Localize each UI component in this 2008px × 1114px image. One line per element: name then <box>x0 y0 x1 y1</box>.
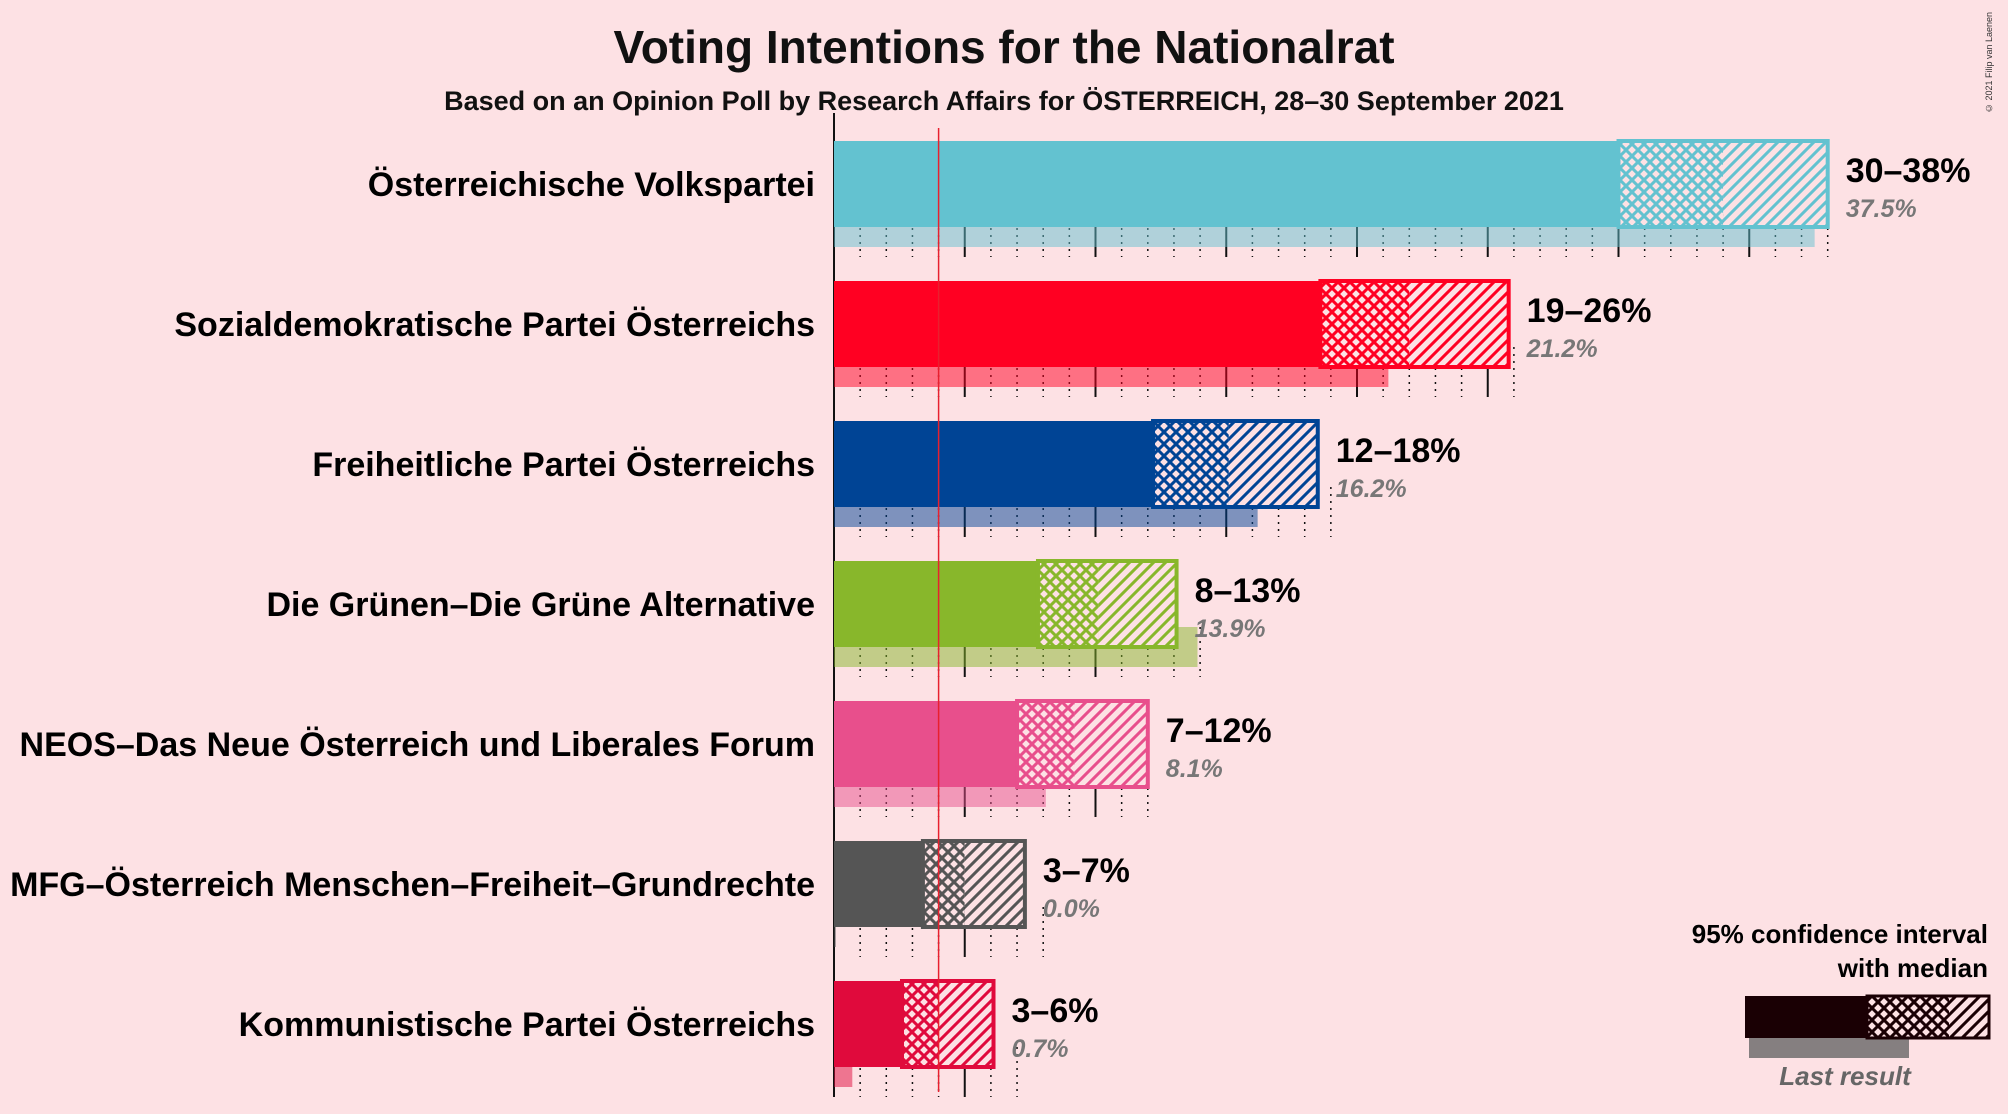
party-row: Sozialdemokratische Partei Österreichs 19… <box>174 253 1651 397</box>
range-label: 19–26% <box>1527 292 1652 330</box>
last-result-label: 16.2% <box>1336 475 1407 503</box>
ci-outline <box>899 979 996 1069</box>
party-label: Österreichische Volkspartei <box>368 166 815 204</box>
party-row: Kommunistische Partei Österreichs 3–6% 0.7… <box>239 953 1099 1097</box>
ci-low-bar <box>834 281 1321 367</box>
last-result-label: 21.2% <box>1526 335 1598 363</box>
ci-outline <box>1015 699 1150 789</box>
range-label: 3–6% <box>1012 992 1099 1030</box>
ci-outline <box>1035 559 1179 649</box>
party-label: MFG–Österreich Menschen–Freiheit–Grundre… <box>10 866 815 904</box>
legend-line-2: with median <box>1837 953 1988 983</box>
ci-outline <box>920 839 1027 929</box>
party-row: Österreichische Volkspartei 30–38% 37.5% <box>368 113 1971 257</box>
ci-outer-bar <box>1723 141 1828 227</box>
ci-outer-bar <box>1098 561 1177 647</box>
ci-outer-bar <box>1074 701 1148 787</box>
party-label: Kommunistische Partei Österreichs <box>239 1006 815 1044</box>
ci-outer-bar <box>964 841 1025 927</box>
last-result-label: 0.0% <box>1043 895 1100 923</box>
chart-subtitle: Based on an Opinion Poll by Research Aff… <box>444 86 1564 116</box>
ci-inner-bar <box>922 841 965 927</box>
last-result-label: 13.9% <box>1195 615 1266 643</box>
legend-solid <box>1745 996 1867 1038</box>
legend-outer <box>1949 996 1989 1038</box>
ci-outer-bar <box>1228 421 1318 507</box>
last-result-label: 8.1% <box>1166 755 1223 783</box>
legend-inner <box>1867 996 1949 1038</box>
legend-line-1: 95% confidence interval <box>1692 919 1988 949</box>
party-row: Die Grünen–Die Grüne Alternative 8–13% 13.… <box>266 533 1300 677</box>
ci-low-bar <box>834 981 902 1067</box>
bars-layer: Österreichische Volkspartei 30–38% 37.5% So… <box>10 113 1970 1097</box>
party-row: Freiheitliche Partei Österreichs 12–18% 16… <box>312 393 1461 537</box>
ci-inner-bar <box>1618 141 1724 227</box>
party-row: NEOS–Das Neue Österreich und Liberales F… <box>20 673 1272 817</box>
party-label: NEOS–Das Neue Österreich und Liberales F… <box>20 726 815 764</box>
ci-low-bar <box>834 701 1018 787</box>
ci-inner-bar <box>1320 281 1410 367</box>
ci-low-bar <box>834 141 1619 227</box>
ci-outer-bar <box>1409 281 1509 367</box>
ci-inner-bar <box>901 981 939 1067</box>
ci-low-bar <box>834 561 1038 647</box>
ci-outline <box>1151 419 1320 509</box>
last-result-label: 0.7% <box>1012 1035 1069 1063</box>
ci-outer-bar <box>938 981 994 1067</box>
party-label: Sozialdemokratische Partei Österreichs <box>174 306 815 344</box>
ci-inner-bar <box>1037 561 1099 647</box>
range-label: 8–13% <box>1195 572 1301 610</box>
range-label: 12–18% <box>1336 432 1461 470</box>
legend-outline <box>1865 994 1991 1040</box>
legend-last-result: Last result <box>1779 1061 1912 1091</box>
ci-inner-bar <box>1153 421 1229 507</box>
party-label: Die Grünen–Die Grüne Alternative <box>266 586 815 624</box>
range-label: 3–7% <box>1043 852 1130 890</box>
ci-outline <box>1616 139 1830 229</box>
legend: 95% confidence interval with median Last… <box>1692 919 1991 1091</box>
ci-low-bar <box>834 421 1154 507</box>
range-label: 30–38% <box>1846 152 1971 190</box>
ci-inner-bar <box>1017 701 1075 787</box>
ci-low-bar <box>834 841 923 927</box>
party-label: Freiheitliche Partei Österreichs <box>312 446 815 484</box>
party-row: MFG–Österreich Menschen–Freiheit–Grundre… <box>10 813 1130 957</box>
range-label: 7–12% <box>1166 712 1272 750</box>
chart-title: Voting Intentions for the Nationalrat <box>613 21 1395 73</box>
ci-outline <box>1318 279 1511 369</box>
last-result-label: 37.5% <box>1846 195 1917 223</box>
